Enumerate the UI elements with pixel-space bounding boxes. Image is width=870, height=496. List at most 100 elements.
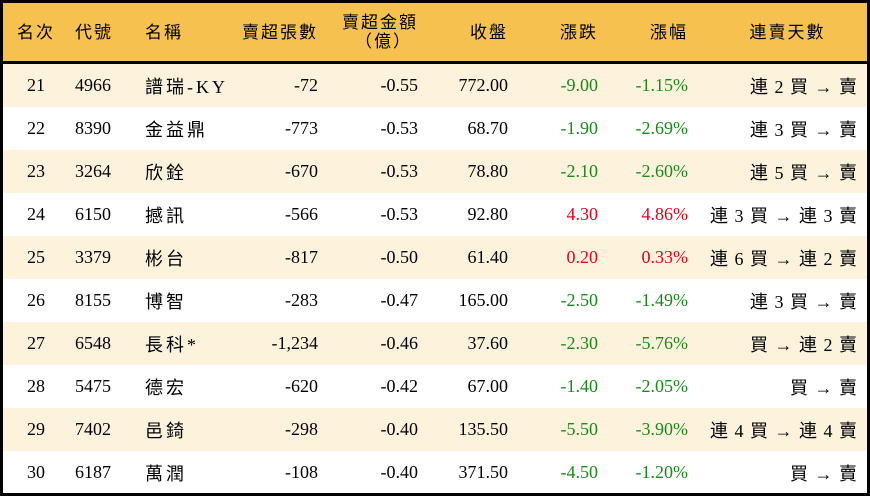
rank-cell: 29	[3, 408, 69, 451]
header-close: 收盤	[418, 3, 508, 64]
sell-lots-cell: -108	[285, 462, 318, 482]
close-cell: 61.40	[418, 236, 508, 279]
streak-cell: 連 6 買 → 連 2 賣	[688, 236, 867, 279]
sell-amount-cell: -0.40	[318, 408, 418, 451]
close-cell: 37.60	[418, 322, 508, 365]
name-cell: 彬台	[143, 236, 238, 279]
streak-cell: 連 3 買 → 賣	[750, 119, 858, 140]
rank-cell: 25	[3, 236, 69, 279]
pct-cell: -1.49%	[635, 290, 689, 310]
rank-cell: 23	[3, 150, 69, 193]
header-code: 代號	[69, 3, 143, 64]
change-cell: -1.90	[560, 118, 599, 138]
sell-lots-cell: -817	[238, 236, 318, 279]
sell-lots-cell: -1,234	[238, 322, 318, 365]
name-cell: 德宏	[145, 377, 187, 398]
pct-cell: -2.05%	[635, 376, 689, 396]
header-sell-lots: 賣超張數	[238, 3, 318, 64]
change-cell: -5.50	[508, 408, 598, 451]
table-row: 24 6150 撼訊 -566 -0.53 92.80 4.30 4.86% 連 3 買 → 連…	[3, 193, 867, 236]
close-cell: 135.50	[418, 408, 508, 451]
rank-cell: 30	[27, 462, 45, 482]
close-cell: 68.70	[467, 118, 509, 138]
streak-cell: 買 → 賣	[790, 377, 858, 398]
pct-cell: -1.15%	[598, 62, 688, 107]
rank-cell: 27	[3, 322, 69, 365]
change-cell: 4.30	[566, 204, 599, 224]
pct-cell: -3.90%	[598, 408, 688, 451]
table-row: 22 8390 金益鼎 -773 -0.53 68.70 -1.90 -2.69% 連 3 買 …	[3, 107, 867, 150]
streak-cell: 連 5 買 → 賣	[688, 150, 867, 193]
name-cell: 欣銓	[143, 150, 238, 193]
code-cell: 5475	[75, 376, 111, 396]
name-cell: 博智	[145, 291, 187, 312]
sell-ranking-table: 名次 代號 名稱 賣超張數 賣超金額 （億） 收盤 漲跌 漲幅 連賣天數 21 49…	[3, 3, 867, 494]
name-cell: 萬潤	[145, 463, 187, 484]
header-streak: 連賣天數	[688, 3, 867, 64]
name-cell: 邑錡	[143, 408, 238, 451]
code-cell: 6187	[75, 462, 111, 482]
change-cell: -9.00	[508, 62, 598, 107]
pct-cell: -1.20%	[635, 462, 689, 482]
code-cell: 6150	[75, 204, 111, 224]
pct-cell: -5.76%	[598, 322, 688, 365]
table-row: 29 7402 邑錡 -298 -0.40 135.50 -5.50 -3.90% 連 4 買 …	[3, 408, 867, 451]
rank-cell: 28	[27, 376, 45, 396]
sell-lots-cell: -298	[238, 408, 318, 451]
pct-cell: -2.69%	[635, 118, 689, 138]
sell-amount-cell: -0.46	[318, 322, 418, 365]
code-cell: 3264	[69, 150, 143, 193]
streak-cell: 連 3 買 → 賣	[750, 291, 858, 312]
sell-amount-cell: -0.53	[318, 150, 418, 193]
name-cell: 長科*	[143, 322, 238, 365]
sell-lots-cell: -283	[285, 290, 318, 310]
streak-cell: 連 2 買 → 賣	[688, 62, 867, 107]
sell-lots-cell: -566	[285, 204, 318, 224]
code-cell: 8390	[75, 118, 111, 138]
change-cell: -1.40	[560, 376, 599, 396]
change-cell: -2.30	[508, 322, 598, 365]
pct-cell: 4.86%	[641, 204, 689, 224]
change-cell: -2.50	[560, 290, 599, 310]
sell-lots-cell: -620	[285, 376, 318, 396]
name-cell: 金益鼎	[145, 119, 208, 140]
header-sell-amount-label: 賣超金額	[342, 13, 418, 32]
close-cell: 78.80	[418, 150, 508, 193]
table-row: 21 4966 譜瑞-KY -72 -0.55 772.00 -9.00 -1.15% 連 2 …	[3, 62, 867, 107]
rank-cell: 26	[27, 290, 45, 310]
sell-amount-cell: -0.42	[380, 376, 419, 396]
sell-amount-cell: -0.40	[380, 462, 419, 482]
change-cell: -2.10	[508, 150, 598, 193]
close-cell: 165.00	[458, 290, 509, 310]
pct-cell: -2.60%	[598, 150, 688, 193]
code-cell: 6548	[69, 322, 143, 365]
streak-cell: 連 3 買 → 連 3 賣	[710, 205, 858, 226]
sell-lots-cell: -670	[238, 150, 318, 193]
sell-amount-cell: -0.53	[380, 204, 419, 224]
code-cell: 8155	[75, 290, 111, 310]
name-cell: 撼訊	[145, 205, 187, 226]
change-cell: -4.50	[560, 462, 599, 482]
close-cell: 92.80	[467, 204, 509, 224]
streak-cell: 買 → 賣	[790, 463, 858, 484]
rank-cell: 21	[3, 62, 69, 107]
table-row: 27 6548 長科* -1,234 -0.46 37.60 -2.30 -5.76% 買 → …	[3, 322, 867, 365]
sell-amount-cell: -0.50	[318, 236, 418, 279]
header-pct: 漲幅	[598, 3, 688, 64]
table-row: 30 6187 萬潤 -108 -0.40 371.50 -4.50 -1.20% 買 → 賣	[3, 451, 867, 494]
sell-lots-cell: -72	[238, 62, 318, 107]
table-row: 26 8155 博智 -283 -0.47 165.00 -2.50 -1.49% 連 3 買 …	[3, 279, 867, 322]
code-cell: 3379	[69, 236, 143, 279]
table-row: 25 3379 彬台 -817 -0.50 61.40 0.20 0.33% 連 6 買 → 連…	[3, 236, 867, 279]
rank-cell: 24	[27, 204, 45, 224]
close-cell: 772.00	[418, 62, 508, 107]
streak-cell: 連 4 買 → 連 4 賣	[688, 408, 867, 451]
header-row: 名次 代號 名稱 賣超張數 賣超金額 （億） 收盤 漲跌 漲幅 連賣天數	[3, 3, 867, 64]
pct-cell: 0.33%	[598, 236, 688, 279]
rank-cell: 22	[27, 118, 45, 138]
table-row: 28 5475 德宏 -620 -0.42 67.00 -1.40 -2.05% 買 → 賣	[3, 365, 867, 408]
close-cell: 371.50	[458, 462, 509, 482]
streak-cell: 買 → 連 2 賣	[688, 322, 867, 365]
code-cell: 7402	[69, 408, 143, 451]
